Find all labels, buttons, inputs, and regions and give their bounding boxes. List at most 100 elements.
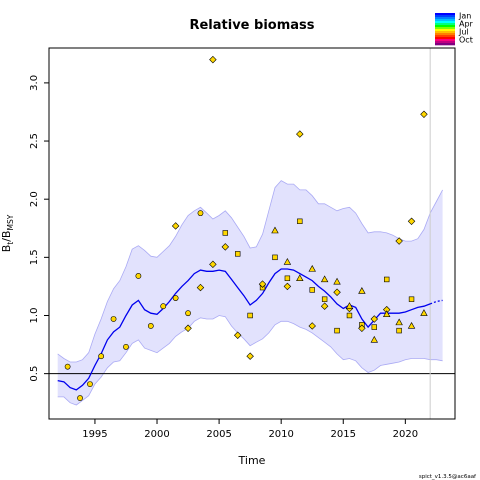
- observation-point-square: [408, 296, 415, 302]
- legend-color-swatch: [435, 43, 455, 46]
- observation-point-triangle: [320, 275, 329, 283]
- legend-color-swatch: [435, 17, 455, 20]
- x-tick-label: 2020: [393, 429, 418, 440]
- observation-point-circle: [147, 323, 154, 329]
- legend-label: Jul: [458, 28, 469, 37]
- legend-label: Apr: [459, 20, 474, 29]
- chart-title: Relative biomass: [189, 18, 314, 33]
- observation-point-diamond: [407, 217, 416, 226]
- observation-point-square: [346, 312, 353, 319]
- observation-point-circle: [98, 353, 105, 360]
- observation-point-triangle: [308, 264, 316, 272]
- legend-color-swatch: [435, 25, 455, 28]
- ci-upper-line: [57, 180, 443, 363]
- observation-point-square: [284, 275, 291, 281]
- observation-point-triangle: [383, 310, 391, 318]
- observation-point-diamond: [320, 302, 329, 310]
- legend-color-swatch: [435, 29, 455, 32]
- observation-point-diamond: [221, 243, 230, 251]
- legend-color-swatch: [435, 33, 455, 36]
- observation-point-triangle: [283, 257, 292, 265]
- observation-point-circle: [197, 210, 204, 217]
- y-tick-label: 2.5: [29, 133, 40, 149]
- observation-point-diamond: [246, 352, 254, 360]
- observation-point-circle: [110, 316, 117, 322]
- observation-point-diamond: [184, 324, 192, 333]
- observation-point-diamond: [370, 315, 379, 323]
- legend-color-swatch: [435, 39, 455, 42]
- confidence-band: [57, 180, 443, 405]
- observation-point-diamond: [171, 222, 180, 230]
- legend-color-swatch: [435, 23, 455, 26]
- observation-point-square: [396, 327, 402, 334]
- observation-point-circle: [77, 395, 83, 401]
- observation-point-triangle: [407, 321, 416, 329]
- legend-color-swatch: [435, 41, 455, 44]
- observation-point-circle: [64, 363, 71, 370]
- observation-point-square: [321, 296, 328, 302]
- observation-point-diamond: [333, 288, 341, 296]
- observation-point-diamond: [258, 280, 267, 288]
- estimate-line: [57, 268, 431, 391]
- observation-point-diamond: [358, 324, 366, 333]
- observation-point-circle: [135, 273, 142, 279]
- observation-point-diamond: [283, 282, 292, 291]
- observation-point-diamond: [233, 331, 242, 339]
- legend-color-swatch: [435, 37, 455, 40]
- x-tick-label: 2005: [206, 429, 231, 440]
- observation-point-circle: [185, 310, 191, 317]
- x-axis-label: Time: [238, 454, 266, 467]
- observation-point-triangle: [271, 226, 279, 234]
- legend-color-swatch: [435, 31, 455, 34]
- observation-point-circle: [172, 295, 179, 301]
- observation-point-triangle: [333, 277, 341, 285]
- y-tick-label: 3.0: [29, 75, 40, 91]
- legend-color-swatch: [435, 27, 455, 30]
- observation-point-diamond: [395, 237, 403, 245]
- legend-color-swatch: [435, 15, 455, 18]
- observation-point-square: [371, 324, 377, 330]
- ci-lower-line: [57, 315, 443, 406]
- observation-point-square: [235, 251, 241, 257]
- y-tick-label: 0.5: [29, 366, 40, 382]
- observation-point-triangle: [358, 287, 366, 294]
- observation-point-triangle: [395, 318, 403, 326]
- observation-point-diamond: [420, 110, 428, 119]
- y-axis-label: Bt/BMSY: [0, 214, 15, 252]
- observation-point-square: [247, 312, 253, 319]
- observation-point-diamond: [296, 130, 304, 138]
- legend-color-swatch: [435, 19, 455, 22]
- legend-color-swatch: [435, 21, 455, 24]
- observation-point-square: [334, 327, 340, 334]
- legend-color-swatch: [435, 35, 455, 38]
- observation-point-diamond: [308, 322, 316, 330]
- observation-point-triangle: [420, 309, 428, 316]
- observation-point-square: [272, 254, 278, 261]
- observation-point-triangle: [370, 335, 379, 343]
- observation-point-square: [222, 230, 229, 236]
- observation-point-square: [297, 218, 303, 224]
- observation-point-circle: [87, 381, 93, 388]
- observation-point-diamond: [209, 55, 217, 64]
- version-footer: spict_v1.3.5@ac6aaf: [419, 474, 477, 480]
- x-tick-label: 2000: [144, 429, 169, 440]
- legend-label: Jan: [458, 12, 471, 21]
- observation-point-triangle: [345, 302, 354, 309]
- x-tick-label: 2010: [268, 429, 293, 440]
- observation-point-square: [309, 287, 315, 293]
- y-tick-label: 1.5: [29, 249, 40, 265]
- observation-point-triangle: [296, 274, 304, 281]
- observation-point-square: [384, 276, 390, 283]
- y-tick-label: 1.0: [29, 308, 40, 324]
- x-tick-label: 2015: [331, 429, 356, 440]
- y-tick-label: 2.0: [29, 191, 40, 207]
- observation-point-circle: [123, 343, 129, 350]
- legend-color-swatch: [435, 13, 455, 16]
- observation-point-circle: [160, 303, 167, 310]
- observation-point-diamond: [209, 260, 217, 269]
- x-tick-label: 1995: [82, 429, 107, 440]
- observation-point-diamond: [196, 283, 205, 292]
- legend-label: Oct: [459, 36, 473, 45]
